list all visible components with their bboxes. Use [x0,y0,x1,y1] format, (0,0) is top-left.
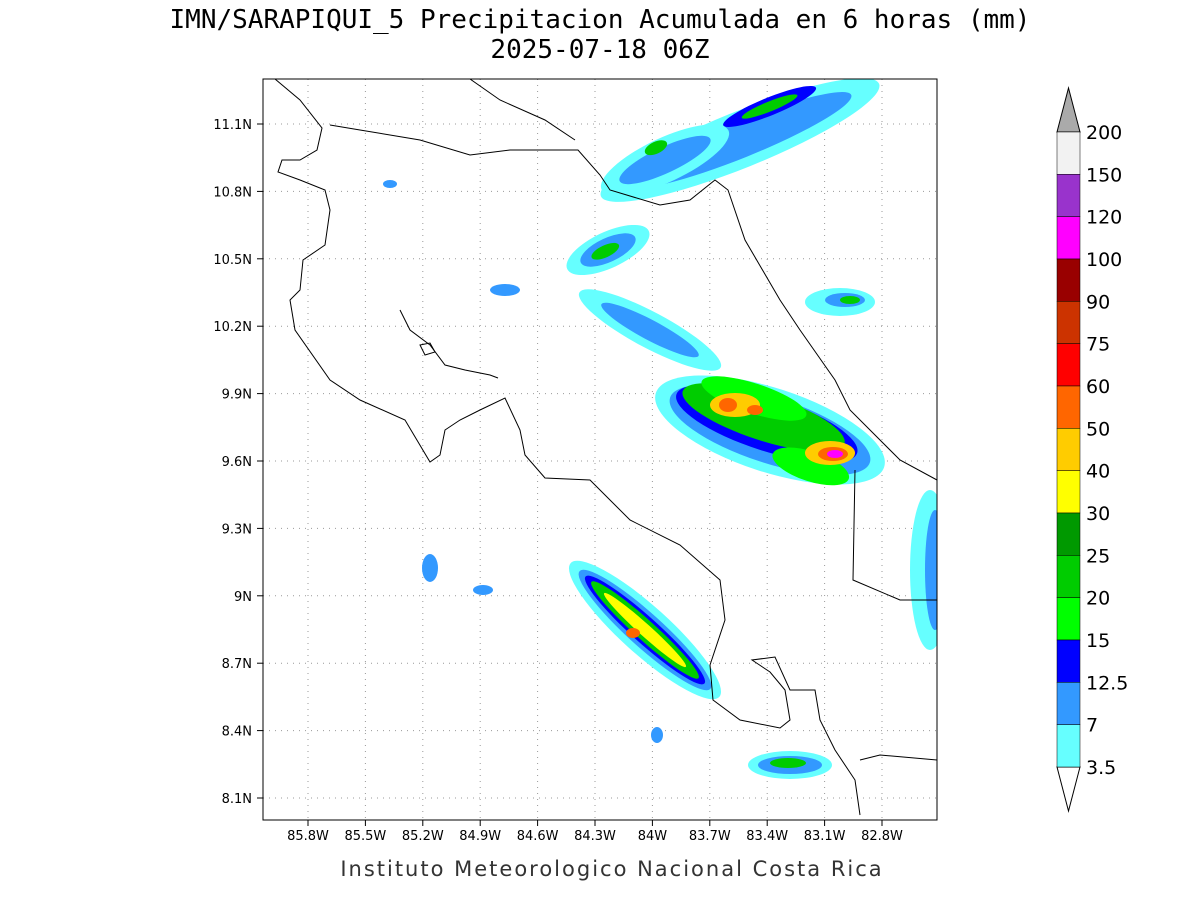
colorbar-under [1056,766,1081,813]
colorbar-label: 7 [1086,715,1098,737]
colorbar-over [1056,86,1081,133]
colorbar-segment [1056,131,1081,175]
precipitation [383,79,937,779]
x-tick-label: 84.6W [517,829,559,844]
colorbar-segment [1056,343,1081,387]
colorbar-label: 3.5 [1086,757,1116,779]
y-tick-label: 11.1N [213,118,252,133]
x-tick-label: 83.4W [746,829,788,844]
colorbar-label: 30 [1086,503,1110,525]
colorbar-label: 15 [1086,630,1110,652]
colorbar-segment [1056,512,1081,556]
x-tick-label: 85.5W [344,829,386,844]
colorbar-label: 25 [1086,545,1110,567]
colorbar-label: 75 [1086,334,1110,356]
x-tick-label: 83.1W [804,829,846,844]
y-tick-label: 10.2N [213,320,252,335]
y-tick-label: 9.6N [222,455,252,470]
y-tick-label: 8.7N [222,657,252,672]
title: IMN/SARAPIQUI_5 Precipitacion Acumulada … [170,5,1031,35]
colorbar-segment [1056,385,1081,429]
colorbar-label: 200 [1086,122,1122,144]
colorbar-label: 40 [1086,461,1110,483]
colorbar-segment [1056,555,1081,598]
colorbar-label: 50 [1086,418,1110,440]
y-tick-label: 10.5N [213,253,252,268]
colorbar-label: 60 [1086,376,1110,398]
x-tick-label: 84.9W [459,829,501,844]
y-tick-label: 9N [234,590,252,605]
y-tick-label: 8.1N [222,792,252,807]
y-tick-label: 8.4N [222,725,252,740]
colorbar-label: 12.5 [1086,672,1128,694]
colorbar: 200 150 120 100 90 75 60 50 40 30 25 20 15 12.5 7 3.5 [1056,86,1128,813]
colorbar-segment [1056,639,1081,683]
x-tick-label: 84W [638,829,668,844]
colorbar-segment [1056,428,1081,471]
colorbar-label: 150 [1086,164,1122,186]
colorbar-segment [1056,597,1081,641]
axes: 85.8W 85.5W 85.2W 84.9W 84.6W 84.3W 84W 83.7W 83… [213,118,903,844]
subtitle: 2025-07-18 06Z [490,35,709,65]
footer: Instituto Meteorologico Nacional Costa R… [340,857,883,881]
coastlines [274,79,937,816]
y-tick-label: 9.3N [222,522,252,537]
colorbar-segment [1056,174,1081,217]
colorbar-label: 100 [1086,249,1122,271]
x-tick-label: 84.3W [574,829,616,844]
colorbar-label: 120 [1086,207,1122,229]
x-tick-label: 82.8W [861,829,903,844]
x-tick-label: 83.7W [689,829,731,844]
colorbar-segment [1056,258,1081,302]
colorbar-label: 90 [1086,291,1110,313]
colorbar-segment [1056,470,1081,514]
y-tick-label: 10.8N [213,185,252,200]
x-tick-label: 85.2W [402,829,444,844]
colorbar-segment [1056,724,1081,768]
x-tick-label: 85.8W [287,829,329,844]
colorbar-segment [1056,682,1081,725]
y-tick-label: 9.9N [222,388,252,403]
colorbar-label: 20 [1086,588,1110,610]
colorbar-segment [1056,301,1081,344]
colorbar-segment [1056,216,1081,260]
map-frame [262,78,938,821]
